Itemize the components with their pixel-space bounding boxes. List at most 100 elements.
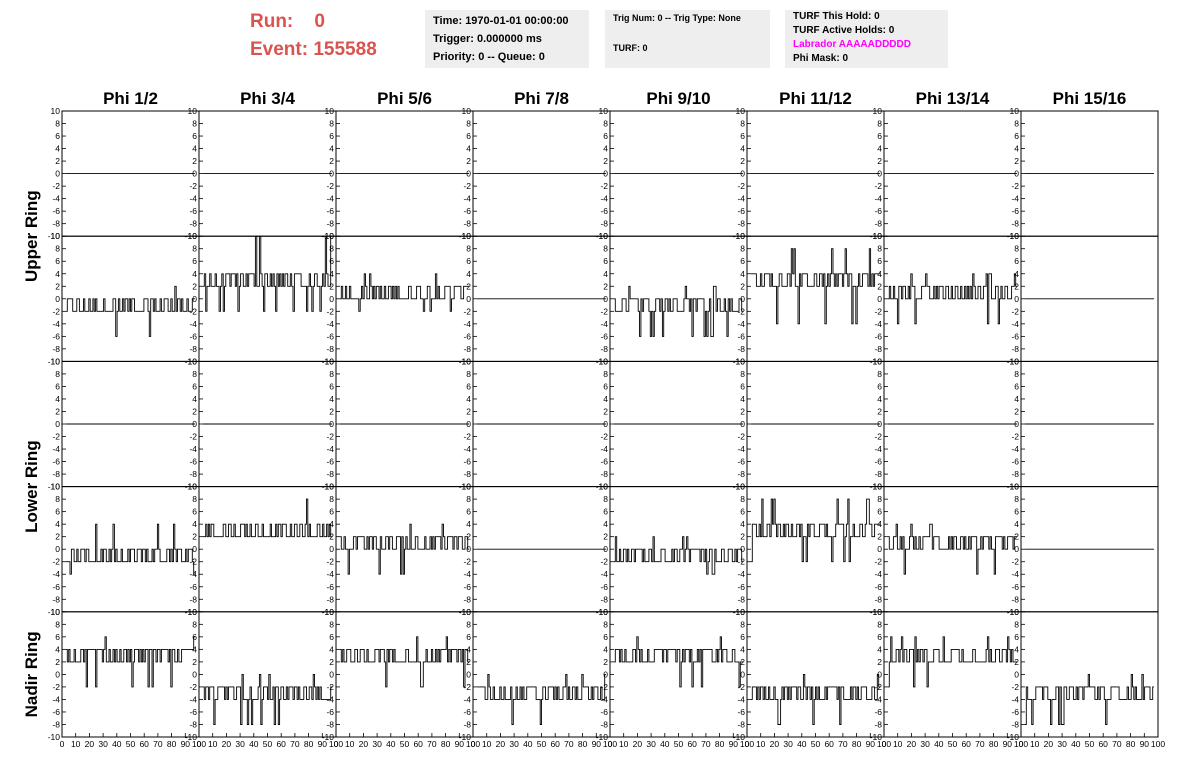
waveform-trace [751, 248, 880, 325]
y-tick-label: -2 [463, 557, 471, 567]
y-tick-label: 0 [329, 294, 334, 304]
y-tick-label: -8 [52, 594, 60, 604]
y-tick-label: 6 [466, 507, 471, 517]
y-tick-label: 2 [55, 532, 60, 542]
y-tick-label: -4 [189, 444, 197, 454]
y-tick-label: 10 [599, 356, 609, 366]
x-tick-label: 60 [139, 739, 149, 749]
y-tick-label: 8 [1014, 369, 1019, 379]
y-tick-label: -4 [52, 319, 60, 329]
y-tick-label: 6 [192, 131, 197, 141]
y-tick-label: -10 [459, 732, 472, 742]
y-tick-label: -6 [189, 707, 197, 717]
y-tick-label: 6 [55, 256, 60, 266]
y-tick-label: 8 [603, 119, 608, 129]
y-tick-label: 6 [329, 507, 334, 517]
y-tick-label: -6 [737, 707, 745, 717]
x-tick-label: 20 [359, 739, 369, 749]
y-tick-label: -8 [1011, 719, 1019, 729]
y-tick-label: 8 [877, 494, 882, 504]
y-tick-label: -4 [600, 694, 608, 704]
y-tick-label: -2 [600, 181, 608, 191]
y-tick-label: 0 [466, 669, 471, 679]
y-tick-label: -2 [737, 557, 745, 567]
x-tick-label: 40 [523, 739, 533, 749]
y-tick-label: 8 [1014, 619, 1019, 629]
y-tick-label: 10 [599, 607, 609, 617]
x-tick-label: 0 [608, 739, 613, 749]
y-tick-label: -8 [189, 469, 197, 479]
y-tick-label: -2 [189, 181, 197, 191]
y-tick-label: 2 [192, 657, 197, 667]
y-tick-label: 0 [603, 669, 608, 679]
x-tick-label: 60 [687, 739, 697, 749]
turf-info-panel: TURF This Hold: 0 TURF Active Holds: 0 L… [785, 10, 948, 68]
run-label: Run: [250, 11, 294, 32]
y-tick-label: -4 [189, 569, 197, 579]
y-tick-label: -4 [463, 569, 471, 579]
y-tick-label: -4 [326, 569, 334, 579]
y-tick-label: 2 [740, 532, 745, 542]
y-tick-label: 2 [55, 281, 60, 291]
y-tick-label: 2 [329, 156, 334, 166]
x-tick-label: 90 [318, 739, 328, 749]
y-tick-label: -4 [326, 694, 334, 704]
y-tick-label: 10 [1010, 106, 1020, 116]
y-tick-label: 4 [877, 144, 882, 154]
panel-frame [198, 486, 337, 613]
y-tick-label: -4 [737, 319, 745, 329]
panel-frame [61, 611, 200, 738]
x-tick-label: 10 [893, 739, 903, 749]
y-tick-label: -4 [52, 569, 60, 579]
event-line: Event: 155588 [250, 36, 410, 64]
y-tick-label: 10 [51, 482, 61, 492]
y-tick-label: -2 [1011, 306, 1019, 316]
y-tick-label: 10 [873, 231, 883, 241]
y-tick-label: -2 [326, 557, 334, 567]
y-tick-label: 10 [873, 106, 883, 116]
y-tick-label: -2 [600, 557, 608, 567]
y-tick-label: -8 [874, 344, 882, 354]
time-text: Time: 1970-01-01 00:00:00 [433, 15, 569, 27]
y-tick-label: 8 [192, 119, 197, 129]
y-tick-label: -4 [737, 194, 745, 204]
x-tick-label: 20 [907, 739, 917, 749]
y-tick-label: 2 [55, 406, 60, 416]
y-tick-label: -4 [189, 319, 197, 329]
y-tick-label: -2 [737, 682, 745, 692]
y-tick-label: 8 [192, 244, 197, 254]
y-tick-label: -8 [600, 344, 608, 354]
y-tick-label: 0 [740, 419, 745, 429]
x-tick-label: 0 [471, 739, 476, 749]
y-tick-label: -6 [737, 331, 745, 341]
y-tick-label: -4 [874, 444, 882, 454]
x-tick-label: 10 [482, 739, 492, 749]
y-tick-label: 10 [736, 607, 746, 617]
y-tick-label: 10 [873, 356, 883, 366]
column-title-5: Phi 9/10 [646, 89, 710, 108]
y-tick-label: -6 [874, 707, 882, 717]
y-tick-label: 0 [192, 169, 197, 179]
y-tick-label: -2 [189, 557, 197, 567]
y-tick-label: 10 [873, 607, 883, 617]
panel-frame [609, 611, 748, 738]
waveform-trace [340, 523, 469, 575]
y-tick-label: -8 [52, 719, 60, 729]
y-tick-label: 6 [877, 632, 882, 642]
y-tick-label: 6 [55, 632, 60, 642]
y-tick-label: 2 [740, 657, 745, 667]
y-tick-label: -4 [1011, 569, 1019, 579]
y-tick-label: 0 [603, 544, 608, 554]
y-tick-label: 6 [55, 131, 60, 141]
y-tick-label: 10 [51, 607, 61, 617]
y-tick-label: 2 [1014, 532, 1019, 542]
panel-frame [883, 611, 1022, 738]
y-tick-label: -6 [189, 582, 197, 592]
y-tick-label: 10 [462, 607, 472, 617]
y-tick-label: -4 [737, 694, 745, 704]
x-tick-label: 90 [1003, 739, 1013, 749]
y-tick-label: -8 [1011, 594, 1019, 604]
y-tick-label: 2 [466, 156, 471, 166]
y-tick-label: 2 [1014, 281, 1019, 291]
y-tick-label: 4 [329, 644, 334, 654]
